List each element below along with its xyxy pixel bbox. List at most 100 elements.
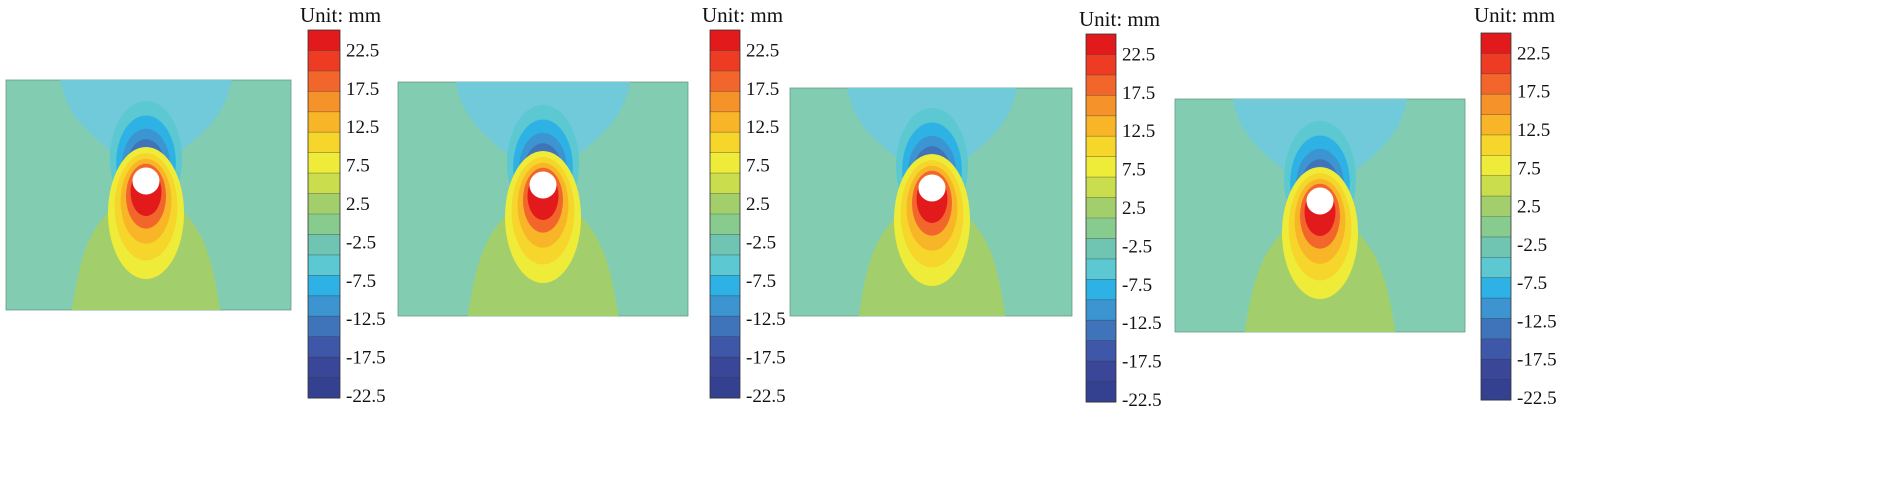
colorbar-band (1086, 361, 1116, 383)
colorbar-tick-label: 12.5 (746, 117, 779, 138)
colorbar-band (308, 30, 340, 51)
colorbar-band (1481, 277, 1511, 299)
colorbar: Unit: mm 22.5 17.5 12.5 7.5 2.5 -2.5 -7.5 -12.5 -… (1474, 3, 1557, 409)
colorbar-band (1481, 318, 1511, 340)
colorbar-band (710, 275, 740, 297)
colorbar-band (710, 30, 740, 51)
colorbar-band (1481, 298, 1511, 319)
colorbar-band (1086, 340, 1116, 362)
colorbar: Unit: mm 22.5 17.5 12.5 7.5 2.5 -2.5 -7.5 -12.5 -… (300, 3, 386, 407)
colorbar-band (710, 234, 740, 256)
colorbar-band (710, 254, 740, 276)
colorbar-band (1481, 359, 1511, 381)
colorbar-band (1086, 95, 1116, 117)
colorbar-tick-label: -2.5 (1517, 235, 1547, 256)
colorbar-band (308, 234, 340, 256)
colorbar-band (1086, 320, 1116, 342)
colorbar-band (308, 91, 340, 113)
colorbar-band (1481, 257, 1511, 279)
colorbar-band (1481, 175, 1511, 197)
colorbar-tick-label: -7.5 (346, 271, 376, 292)
colorbar-band (308, 173, 340, 195)
colorbar-band (1086, 177, 1116, 199)
colorbar-tick-label: 2.5 (1122, 198, 1146, 219)
colorbar-tick-label: -7.5 (1122, 275, 1152, 296)
colorbar-band (1481, 155, 1511, 177)
colorbar-tick-label: -7.5 (1517, 273, 1547, 294)
colorbar-band (710, 336, 740, 358)
colorbar-band (308, 336, 340, 358)
colorbar-band (1086, 299, 1116, 321)
colorbar-band (308, 111, 340, 133)
colorbar-band (308, 254, 340, 276)
colorbar-tick-label: -12.5 (346, 309, 386, 330)
colorbar-tick-label: 12.5 (346, 117, 379, 138)
colorbar-band (710, 91, 740, 113)
colorbar-tick-label: -22.5 (346, 386, 386, 407)
colorbar-band (1481, 53, 1511, 75)
colorbar-tick-label: 22.5 (346, 40, 379, 61)
colorbar-band (1481, 379, 1511, 401)
colorbar-band (710, 173, 740, 195)
colorbar-band (308, 357, 340, 379)
colorbar-tick-label: -12.5 (1122, 313, 1162, 334)
colorbar-band (710, 193, 740, 215)
colorbar-band (1086, 156, 1116, 178)
colorbar-tick-label: 12.5 (1122, 121, 1155, 142)
colorbar-band (308, 275, 340, 297)
colorbar-band (1481, 338, 1511, 360)
colorbar-band (1481, 216, 1511, 238)
colorbar-band (710, 295, 740, 317)
colorbar-tick-label: -22.5 (1517, 388, 1557, 409)
colorbar-tick-label: 17.5 (346, 79, 379, 100)
colorbar-band (1086, 136, 1116, 158)
colorbar-tick-label: 17.5 (746, 79, 779, 100)
colorbar-band (710, 132, 740, 154)
colorbar-band (1086, 258, 1116, 280)
contour-panel-2 (397, 81, 689, 317)
contour-panel-3 (789, 87, 1073, 317)
colorbar-band (308, 70, 340, 92)
unit-label: Unit: mm (702, 3, 783, 27)
colorbar-band (308, 50, 340, 72)
colorbar-band (1086, 238, 1116, 260)
colorbar: Unit: mm 22.5 17.5 12.5 7.5 2.5 -2.5 -7.5 -12.5 -… (702, 3, 786, 407)
colorbar-tick-label: 17.5 (1122, 83, 1155, 104)
colorbar-band (1481, 73, 1511, 95)
colorbar-band (308, 316, 340, 338)
colorbar-band (1086, 54, 1116, 76)
colorbar-band (1086, 279, 1116, 301)
contour-panel-1 (5, 79, 292, 311)
colorbar-band (1481, 94, 1511, 116)
colorbar-band (710, 152, 740, 174)
hole (132, 167, 160, 195)
colorbar-band (1086, 197, 1116, 219)
colorbar-band (1086, 34, 1116, 55)
colorbar-band (710, 357, 740, 379)
colorbar-tick-label: 7.5 (1517, 158, 1541, 179)
colorbar-band (308, 152, 340, 174)
colorbar-band (1481, 134, 1511, 156)
colorbar-band (1086, 381, 1116, 403)
colorbar-tick-label: -22.5 (1122, 390, 1162, 411)
colorbar-band (710, 70, 740, 92)
colorbar-band (710, 111, 740, 133)
colorbar-band (1481, 33, 1511, 54)
hole (1306, 187, 1334, 215)
colorbar-band (1086, 115, 1116, 137)
colorbar-band (308, 377, 340, 399)
colorbar-tick-label: -22.5 (746, 386, 786, 407)
colorbar-tick-label: -2.5 (746, 232, 776, 253)
colorbar-tick-label: -7.5 (746, 271, 776, 292)
colorbar-tick-label: -12.5 (746, 309, 786, 330)
colorbar-tick-label: 2.5 (1517, 197, 1541, 218)
colorbar-tick-label: 7.5 (746, 156, 770, 177)
hole (529, 171, 557, 199)
colorbar-tick-label: 17.5 (1517, 82, 1550, 103)
colorbar-band (1481, 114, 1511, 136)
colorbar-band (710, 377, 740, 399)
colorbar-band (1086, 74, 1116, 96)
colorbar-band (710, 316, 740, 338)
colorbar-band (1086, 218, 1116, 239)
